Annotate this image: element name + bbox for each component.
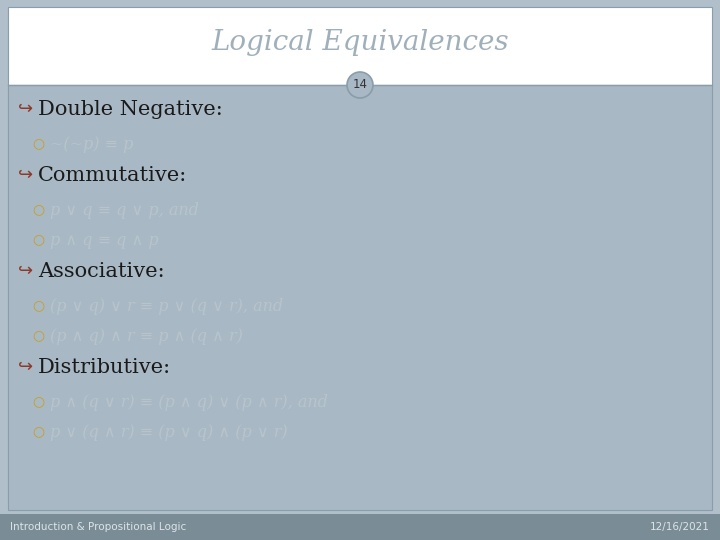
Text: p ∧ q ≡ q ∧ p: p ∧ q ≡ q ∧ p [50, 232, 158, 249]
Bar [8, 7, 712, 85]
Text: ○: ○ [32, 424, 44, 438]
Text: Commutative:: Commutative: [38, 166, 187, 185]
Text: ↪: ↪ [18, 358, 33, 376]
Text: ~(~p) ≡ p: ~(~p) ≡ p [50, 136, 133, 153]
Text: ○: ○ [32, 202, 44, 216]
Text: ↪: ↪ [18, 166, 33, 184]
Text: ○: ○ [32, 298, 44, 312]
Text: ○: ○ [32, 328, 44, 342]
Text: (p ∨ q) ∨ r ≡ p ∨ (q ∨ r), and: (p ∨ q) ∨ r ≡ p ∨ (q ∨ r), and [50, 298, 283, 315]
Text: 14: 14 [353, 78, 367, 91]
Text: (p ∧ q) ∧ r ≡ p ∧ (q ∧ r): (p ∧ q) ∧ r ≡ p ∧ (q ∧ r) [50, 328, 243, 345]
Text: Double Negative:: Double Negative: [38, 100, 222, 119]
Text: ○: ○ [32, 394, 44, 408]
Text: ↪: ↪ [18, 100, 33, 118]
Bar [8, 85, 712, 510]
Text: p ∨ (q ∧ r) ≡ (p ∨ q) ∧ (p ∨ r): p ∨ (q ∧ r) ≡ (p ∨ q) ∧ (p ∨ r) [50, 424, 287, 441]
Bar [0, 514, 720, 540]
Text: Introduction & Propositional Logic: Introduction & Propositional Logic [10, 522, 186, 532]
Text: Logical Equivalences: Logical Equivalences [211, 30, 509, 57]
Text: p ∨ q ≡ q ∨ p, and: p ∨ q ≡ q ∨ p, and [50, 202, 199, 219]
Text: Distributive:: Distributive: [38, 358, 171, 377]
Text: p ∧ (q ∨ r) ≡ (p ∧ q) ∨ (p ∧ r), and: p ∧ (q ∨ r) ≡ (p ∧ q) ∨ (p ∧ r), and [50, 394, 328, 411]
Text: 12/16/2021: 12/16/2021 [650, 522, 710, 532]
Text: ↪: ↪ [18, 262, 33, 280]
Text: ○: ○ [32, 136, 44, 150]
Text: ○: ○ [32, 232, 44, 246]
Circle shape [347, 72, 373, 98]
Text: Associative:: Associative: [38, 262, 165, 281]
